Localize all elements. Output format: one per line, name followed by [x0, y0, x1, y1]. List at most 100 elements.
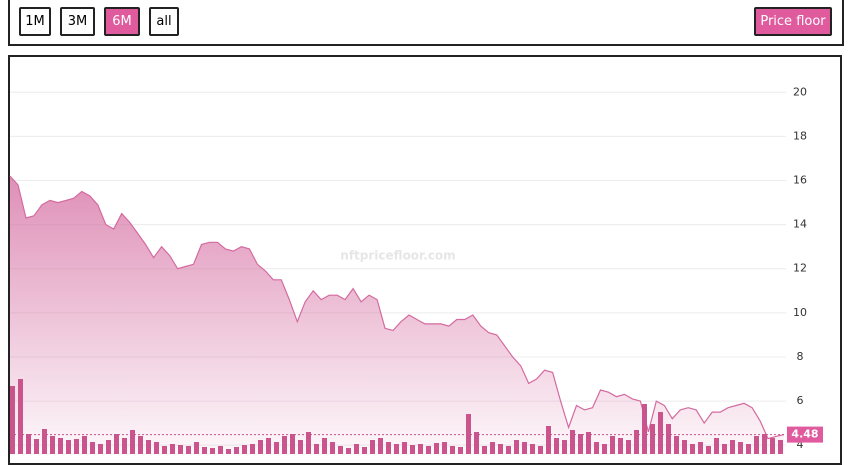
volume-bar — [34, 439, 39, 454]
volume-bar — [82, 436, 87, 454]
volume-bar — [314, 444, 319, 454]
volume-bar — [690, 444, 695, 454]
volume-bar — [66, 440, 71, 454]
volume-bar — [250, 444, 255, 454]
price-line — [9, 175, 785, 440]
volume-bar — [226, 449, 231, 454]
volume-bar — [666, 424, 671, 454]
volume-bar — [106, 440, 111, 454]
y-tick-label: 16 — [793, 174, 807, 187]
volume-bar — [490, 442, 495, 454]
volume-bar — [458, 447, 463, 454]
y-tick-label: 6 — [797, 394, 804, 407]
volume-bar — [538, 446, 543, 454]
volume-bar — [10, 386, 15, 454]
volume-bar — [98, 444, 103, 454]
volume-bar — [554, 438, 559, 454]
volume-bar — [354, 444, 359, 454]
volume-bar — [466, 414, 471, 454]
volume-bar — [194, 442, 199, 454]
volume-bar — [258, 440, 263, 454]
volume-bar — [634, 430, 639, 454]
volume-bar — [706, 446, 711, 454]
volume-bar — [170, 444, 175, 454]
volume-bar — [234, 447, 239, 454]
volume-bar — [298, 440, 303, 454]
volume-bar — [346, 448, 351, 454]
volume-bar — [474, 432, 479, 454]
volume-bar — [578, 434, 583, 454]
page: 1M 3M 6M all Price floor nftpricefloor.c… — [8, 0, 844, 465]
range-button[interactable]: 6M — [104, 7, 140, 36]
volume-bar — [114, 434, 119, 454]
chart: nftpricefloor.com 4 6 8 10 12 14 16 18 20 4.48 — [9, 85, 823, 454]
volume-bar — [50, 436, 55, 454]
volume-bar — [570, 430, 575, 454]
range-button[interactable]: all — [149, 7, 179, 36]
volume-bar — [58, 438, 63, 454]
volume-bar — [642, 404, 647, 454]
volume-bar — [506, 446, 511, 454]
toolbar: 1M 3M 6M all Price floor — [8, 0, 844, 46]
volume-bar — [266, 438, 271, 454]
volume-bar — [218, 446, 223, 454]
volume-bar — [658, 412, 663, 454]
volume-bar — [210, 448, 215, 454]
volume-bar — [738, 442, 743, 454]
volume-bar — [242, 445, 247, 454]
price-area — [10, 176, 784, 454]
volume-bar — [730, 440, 735, 454]
volume-bar — [186, 446, 191, 454]
volume-bar — [602, 444, 607, 454]
volume-bar — [202, 447, 207, 454]
volume-bar — [42, 429, 47, 454]
volume-bar — [498, 444, 503, 454]
volume-bar — [778, 440, 783, 454]
y-tick-label: 10 — [793, 306, 807, 319]
volume-bar — [74, 439, 79, 454]
volume-bar — [322, 438, 327, 454]
volume-bar — [330, 442, 335, 454]
volume-bar — [162, 446, 167, 454]
volume-bar — [154, 442, 159, 454]
volume-bar — [754, 436, 759, 454]
volume-bar — [450, 446, 455, 454]
price-floor-button[interactable]: Price floor — [754, 7, 832, 36]
volume-bar — [546, 426, 551, 454]
y-tick-label: 8 — [797, 350, 804, 363]
y-tick-label: 4 — [797, 438, 804, 451]
volume-bar — [714, 438, 719, 454]
volume-bar — [386, 442, 391, 454]
volume-bar — [18, 379, 23, 454]
last-value-label: 4.48 — [791, 428, 818, 441]
volume-bar — [402, 442, 407, 454]
volume-bar — [426, 446, 431, 454]
volume-bar — [594, 442, 599, 454]
volume-bar — [610, 436, 615, 454]
watermark: nftpricefloor.com — [340, 249, 455, 263]
volume-bar — [586, 432, 591, 454]
volume-bar — [530, 444, 535, 454]
volume-bar — [274, 442, 279, 454]
volume-bar — [306, 432, 311, 454]
volume-bar — [410, 445, 415, 454]
volume-bar — [674, 436, 679, 454]
volume-bar — [394, 444, 399, 454]
volume-bar — [290, 434, 295, 454]
y-tick-label: 12 — [793, 262, 807, 275]
range-button[interactable]: 1M — [19, 7, 51, 36]
volume-bar — [434, 443, 439, 454]
volume-bar — [562, 440, 567, 454]
volume-bar — [626, 440, 631, 454]
volume-bar — [90, 442, 95, 454]
volume-bar — [522, 442, 527, 454]
volume-bar — [370, 440, 375, 454]
volume-bar — [138, 436, 143, 454]
y-tick-label: 18 — [793, 129, 807, 142]
volume-bar — [618, 438, 623, 454]
volume-bar — [698, 442, 703, 454]
volume-bar — [418, 444, 423, 454]
volume-bar — [146, 440, 151, 454]
volume-bar — [178, 445, 183, 454]
range-button[interactable]: 3M — [60, 7, 95, 36]
